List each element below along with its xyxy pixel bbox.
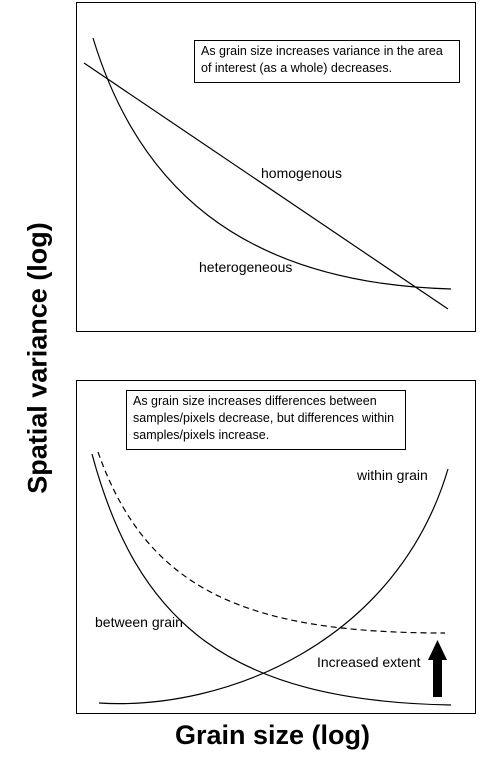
homogenous-label: homogenous: [261, 165, 342, 181]
y-axis-label: Spatial variance (log): [22, 222, 53, 494]
heterogeneous-curve: [92, 37, 452, 290]
within-grain-label: within grain: [357, 467, 428, 483]
x-axis-label: Grain size (log): [174, 720, 371, 750]
between-grain-curve: [91, 453, 452, 706]
up-arrow-icon: [428, 640, 447, 697]
bottom-panel-curves: [91, 451, 452, 706]
increased-extent-label: Increased extent: [317, 654, 421, 670]
homogenous-line: [83, 62, 449, 310]
bottom-note-box: As grain size increases differences betw…: [126, 390, 406, 450]
top-panel-curves: [83, 37, 452, 310]
top-note-box: As grain size increases variance in the …: [194, 40, 460, 83]
between-grain-label: between grain: [95, 614, 183, 630]
top-panel: As grain size increases variance in the …: [76, 2, 476, 332]
within-grain-curve: [98, 468, 449, 705]
bottom-panel: As grain size increases differences betw…: [76, 380, 476, 714]
heterogeneous-label: heterogeneous: [199, 259, 293, 275]
